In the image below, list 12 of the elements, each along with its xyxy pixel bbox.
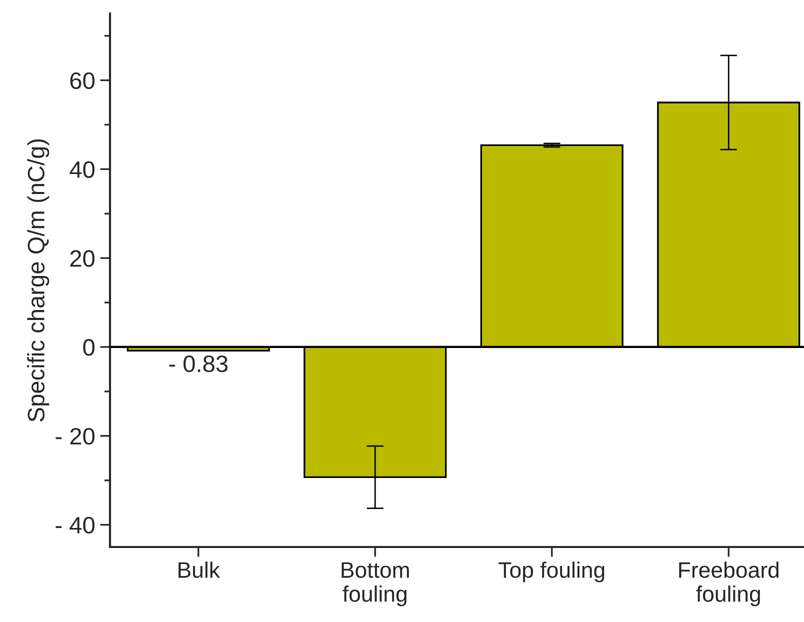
x-tick-label: Freeboard fouling bbox=[679, 562, 778, 606]
y-tick-label: 0 bbox=[83, 339, 94, 356]
y-tick-label: 20 bbox=[70, 250, 94, 267]
y-axis-title: Specific charge Q/m (nC/g) bbox=[27, 139, 50, 422]
data-label: - 0.83 bbox=[169, 355, 228, 372]
x-tick-label: Bulk bbox=[178, 562, 220, 578]
x-tick-label: Bottom fouling bbox=[342, 562, 409, 606]
y-tick-label: - 20 bbox=[56, 428, 94, 445]
y-tick-label: 40 bbox=[70, 161, 94, 178]
x-tick-label: Top fouling bbox=[498, 562, 604, 582]
y-tick-label: - 40 bbox=[56, 516, 94, 534]
y-tick-label: 60 bbox=[70, 72, 94, 90]
